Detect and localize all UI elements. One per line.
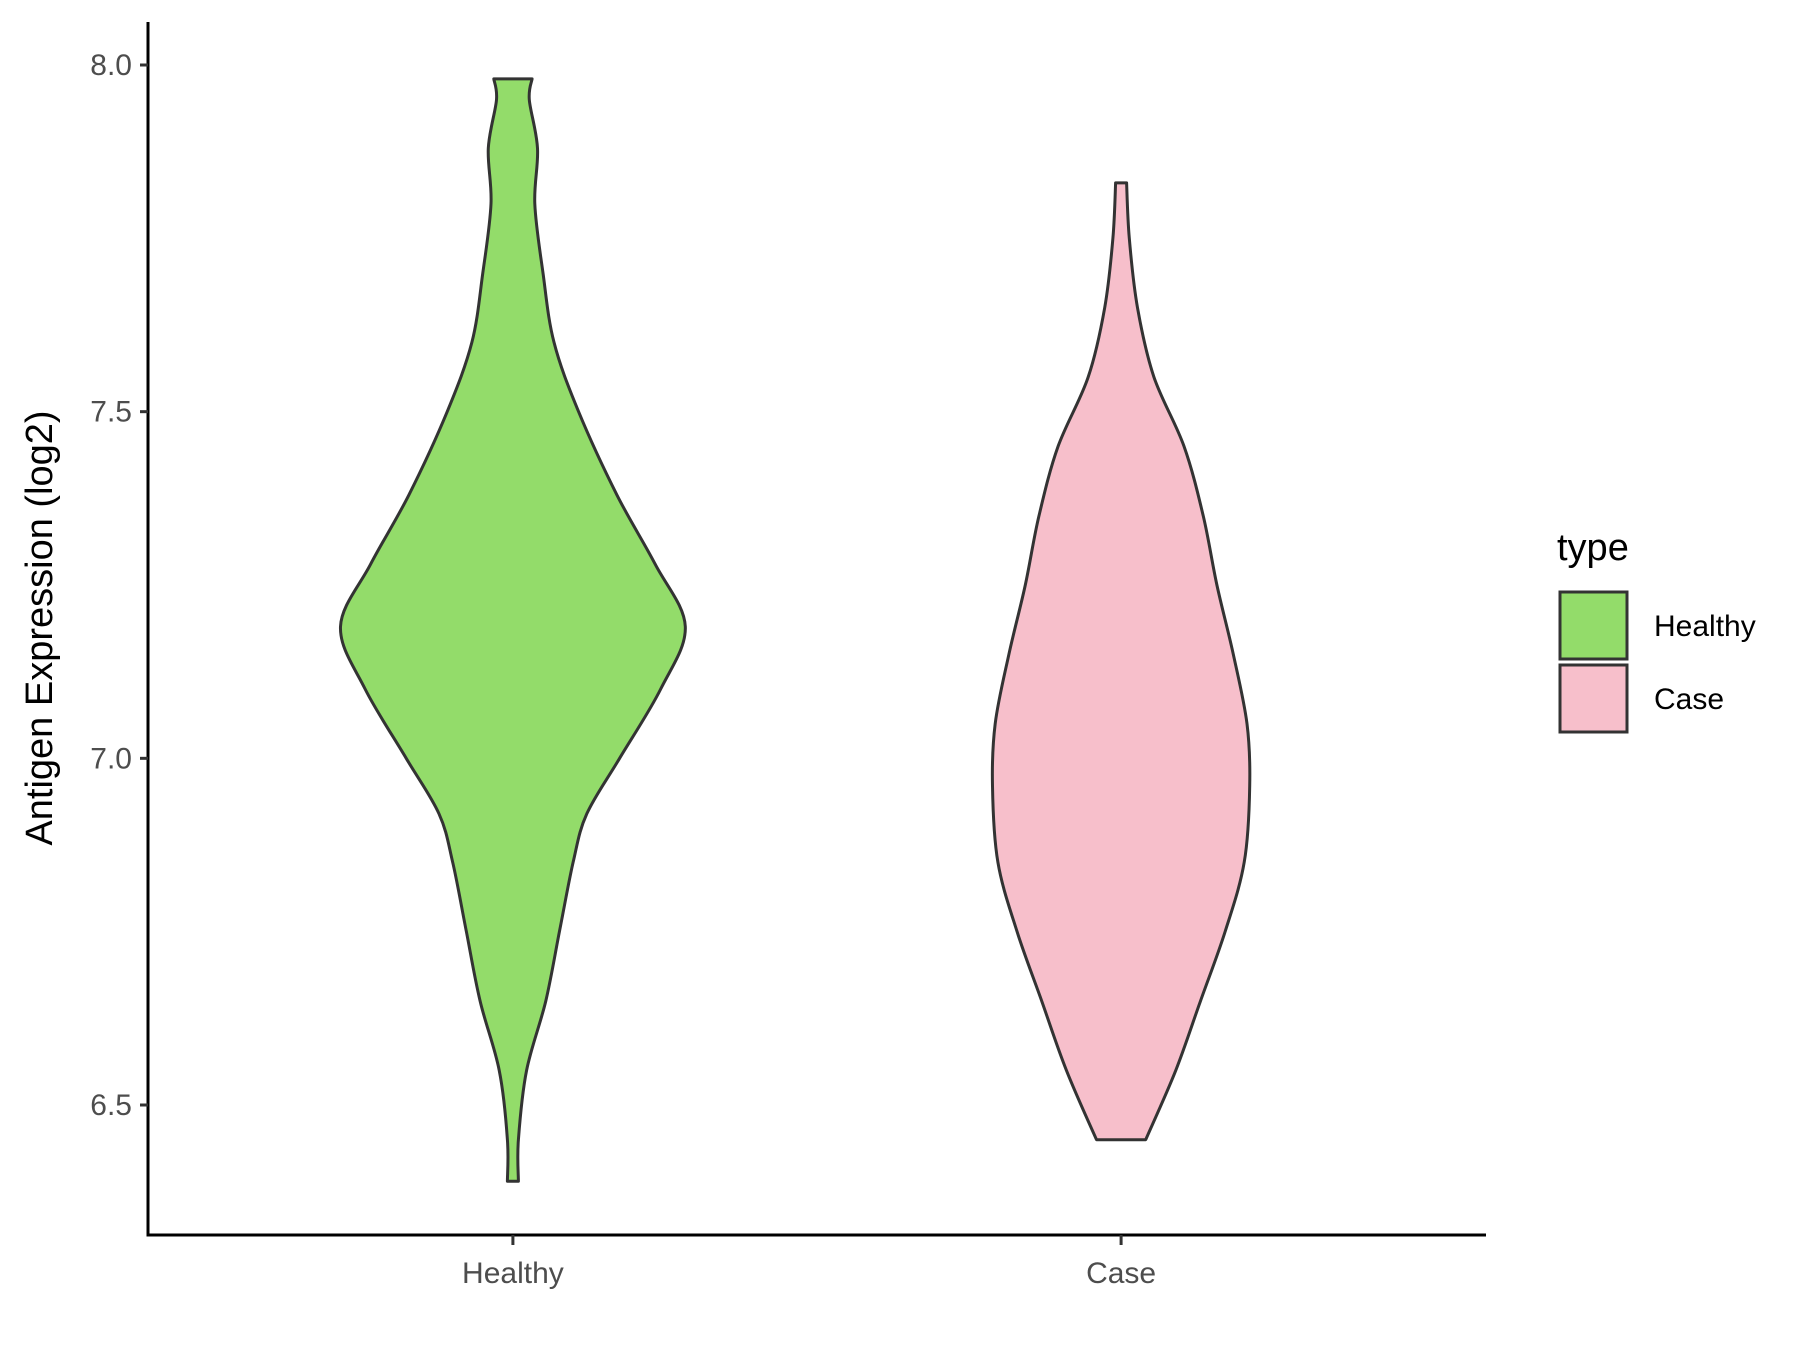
legend-label-healthy: Healthy <box>1654 610 1756 643</box>
legend-swatch-healthy <box>1558 590 1629 661</box>
x-tick-label: Case <box>1086 1257 1156 1290</box>
y-tick-label: 7.0 <box>90 742 132 775</box>
legend: type Healthy Case <box>1557 527 1756 734</box>
x-tick-label: Healthy <box>462 1257 564 1290</box>
y-tick-label: 6.5 <box>90 1089 132 1122</box>
legend-swatch-case <box>1558 663 1629 734</box>
axes <box>146 22 1486 1237</box>
legend-label-case: Case <box>1654 683 1724 716</box>
violin-case <box>990 181 1252 1142</box>
x-ticks: Healthy Case <box>462 1235 1156 1290</box>
violin-healthy <box>338 77 687 1183</box>
y-axis-title: Antigen Expression (log2) <box>19 410 61 845</box>
y-ticks: 6.5 7.0 7.5 8.0 <box>90 49 148 1122</box>
legend-title: type <box>1557 527 1629 569</box>
y-tick-label: 7.5 <box>90 396 132 429</box>
violin-layer <box>338 77 1252 1183</box>
y-tick-label: 8.0 <box>90 49 132 82</box>
